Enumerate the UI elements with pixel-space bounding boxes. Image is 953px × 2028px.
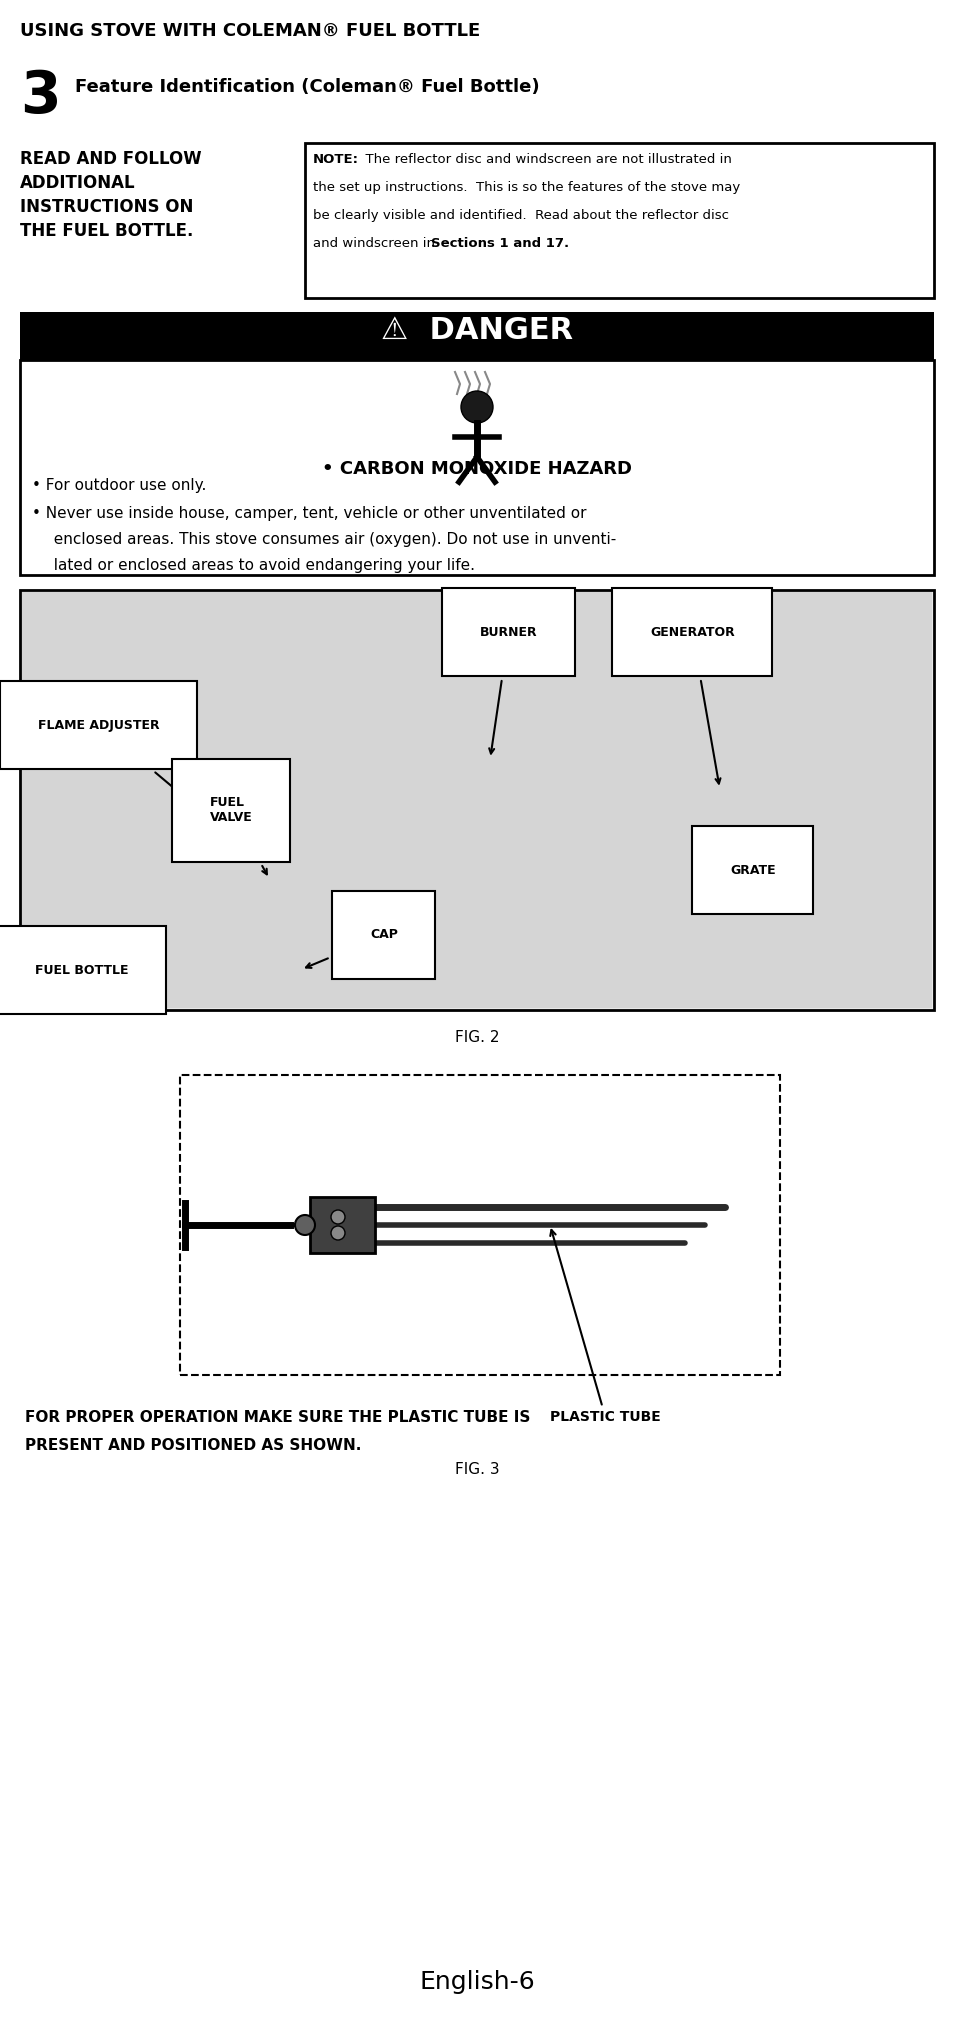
Text: THE FUEL BOTTLE.: THE FUEL BOTTLE. xyxy=(20,221,193,239)
Text: the set up instructions.  This is so the features of the stove may: the set up instructions. This is so the … xyxy=(313,180,740,195)
Text: 3: 3 xyxy=(20,69,61,126)
Text: READ AND FOLLOW: READ AND FOLLOW xyxy=(20,150,201,168)
Bar xyxy=(20,312,933,361)
Text: CAP: CAP xyxy=(306,929,397,967)
Text: • CARBON MONOXIDE HAZARD: • CARBON MONOXIDE HAZARD xyxy=(322,460,631,479)
Bar xyxy=(305,144,933,298)
Text: GENERATOR: GENERATOR xyxy=(649,625,734,783)
Circle shape xyxy=(331,1227,345,1239)
Text: lated or enclosed areas to avoid endangering your life.: lated or enclosed areas to avoid endange… xyxy=(44,558,475,574)
Bar xyxy=(22,592,931,1008)
Text: NOTE:: NOTE: xyxy=(313,152,358,166)
Text: FIG. 3: FIG. 3 xyxy=(455,1462,498,1476)
Text: FIG. 2: FIG. 2 xyxy=(455,1030,498,1044)
Text: • For outdoor use only.: • For outdoor use only. xyxy=(32,479,206,493)
Text: FUEL BOTTLE: FUEL BOTTLE xyxy=(35,963,153,990)
Text: and windscreen in: and windscreen in xyxy=(313,237,438,249)
Text: be clearly visible and identified.  Read about the reflector disc: be clearly visible and identified. Read … xyxy=(313,209,728,221)
Circle shape xyxy=(294,1215,314,1235)
Text: Sections 1 and 17.: Sections 1 and 17. xyxy=(431,237,569,249)
Text: ⚠  DANGER: ⚠ DANGER xyxy=(380,316,573,345)
Text: USING STOVE WITH COLEMAN® FUEL BOTTLE: USING STOVE WITH COLEMAN® FUEL BOTTLE xyxy=(20,22,479,41)
Text: FOR PROPER OPERATION MAKE SURE THE PLASTIC TUBE IS: FOR PROPER OPERATION MAKE SURE THE PLAST… xyxy=(25,1409,530,1426)
Circle shape xyxy=(460,391,493,424)
Text: • Never use inside house, camper, tent, vehicle or other unventilated or: • Never use inside house, camper, tent, … xyxy=(32,507,586,521)
Text: PLASTIC TUBE: PLASTIC TUBE xyxy=(550,1229,660,1424)
Text: Feature Identification (Coleman® Fuel Bottle): Feature Identification (Coleman® Fuel Bo… xyxy=(75,77,539,95)
Text: BURNER: BURNER xyxy=(479,625,537,754)
Bar xyxy=(180,1075,780,1375)
Text: PRESENT AND POSITIONED AS SHOWN.: PRESENT AND POSITIONED AS SHOWN. xyxy=(25,1438,361,1452)
Text: FUEL
VALVE: FUEL VALVE xyxy=(210,797,267,874)
Text: enclosed areas. This stove consumes air (oxygen). Do not use in unventi-: enclosed areas. This stove consumes air … xyxy=(44,531,616,548)
Bar xyxy=(20,361,933,576)
Text: The reflector disc and windscreen are not illustrated in: The reflector disc and windscreen are no… xyxy=(356,152,731,166)
Text: GRATE: GRATE xyxy=(729,864,775,894)
Text: INSTRUCTIONS ON: INSTRUCTIONS ON xyxy=(20,199,193,217)
Text: FLAME ADJUSTER: FLAME ADJUSTER xyxy=(38,718,194,805)
Circle shape xyxy=(331,1211,345,1225)
Bar xyxy=(20,590,933,1010)
Text: ADDITIONAL: ADDITIONAL xyxy=(20,174,135,193)
Bar xyxy=(310,1197,375,1253)
Text: English-6: English-6 xyxy=(418,1969,535,1994)
